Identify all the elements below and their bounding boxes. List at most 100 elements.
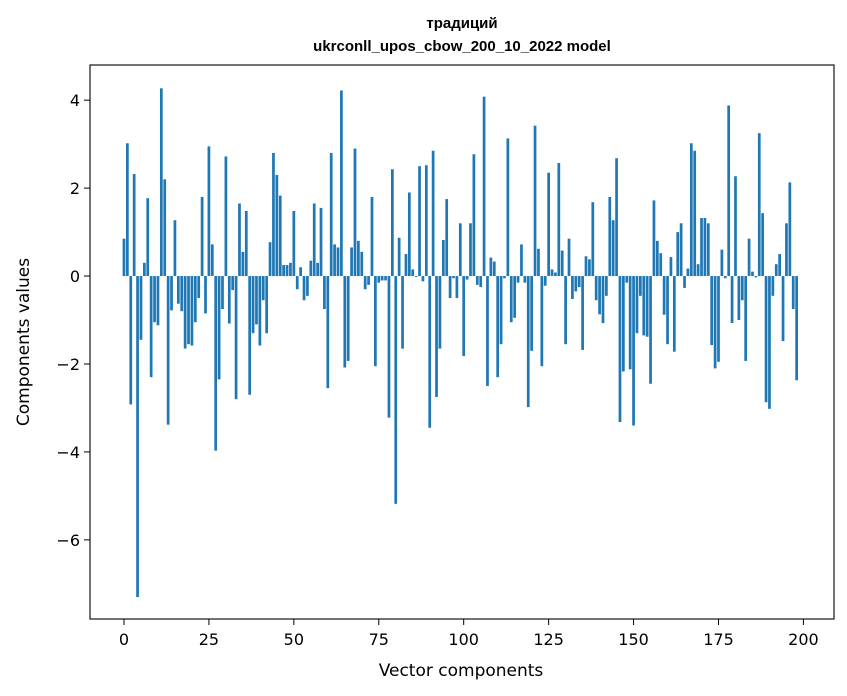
bar-50	[292, 210, 296, 277]
bar-99	[458, 223, 462, 277]
bar-135	[581, 276, 584, 350]
bar-186	[754, 276, 758, 278]
bar-123	[540, 276, 544, 367]
bar-75	[377, 276, 381, 283]
bar-170	[700, 218, 703, 277]
bar-94	[441, 239, 445, 277]
x-tick-label: 150	[618, 630, 649, 649]
bar-194	[781, 276, 785, 342]
bar-179	[730, 276, 734, 324]
bar-12	[163, 179, 167, 277]
bar-6	[143, 262, 146, 277]
bar-183	[744, 276, 748, 361]
bar-47	[282, 265, 285, 277]
bar-100	[462, 276, 466, 357]
bar-48	[285, 265, 289, 277]
bar-59	[323, 276, 326, 310]
bar-101	[465, 276, 469, 280]
x-tick-label: 175	[703, 630, 734, 649]
bar-156	[652, 200, 656, 277]
bar-15	[173, 220, 177, 277]
bar-119	[526, 276, 530, 408]
bar-62	[333, 244, 336, 277]
bar-72	[367, 276, 370, 285]
bar-14	[170, 276, 173, 311]
bar-167	[689, 143, 693, 277]
bar-112	[503, 276, 506, 279]
bar-1	[126, 143, 129, 277]
bar-133	[574, 276, 578, 292]
bar-71	[363, 276, 367, 290]
bar-43	[268, 242, 272, 277]
bar-36	[244, 210, 248, 277]
x-tick-label: 0	[119, 630, 129, 649]
bar-19	[187, 276, 190, 345]
bar-57	[316, 262, 319, 277]
bar-37	[248, 276, 252, 395]
bar-82	[401, 276, 404, 349]
bar-3	[132, 174, 136, 277]
bar-143	[608, 196, 612, 277]
bar-113	[506, 138, 510, 277]
bar-8	[149, 276, 153, 378]
bar-16	[176, 276, 180, 304]
bar-164	[679, 223, 683, 277]
bar-155	[649, 276, 652, 384]
bar-106	[482, 96, 486, 277]
bar-134	[577, 276, 581, 288]
bar-124	[543, 276, 547, 286]
bar-174	[713, 276, 717, 369]
bar-197	[791, 276, 795, 310]
y-tick-label: 4	[70, 91, 80, 110]
x-tick-label: 200	[788, 630, 819, 649]
bar-81	[397, 237, 401, 277]
bar-132	[571, 276, 574, 299]
bar-195	[785, 223, 788, 277]
bar-89	[424, 165, 428, 277]
bar-61	[329, 152, 333, 277]
bar-184	[747, 238, 751, 277]
x-tick-label: 25	[199, 630, 219, 649]
bar-11	[159, 88, 163, 277]
bar-144	[611, 220, 615, 277]
bar-181	[737, 276, 741, 321]
bar-41	[261, 276, 265, 301]
bar-165	[683, 276, 686, 288]
bar-107	[486, 276, 489, 386]
bar-77	[384, 276, 387, 281]
bar-147	[622, 276, 625, 372]
bar-18	[183, 276, 187, 349]
bar-27	[214, 276, 218, 451]
bar-172	[706, 223, 710, 277]
bar-157	[655, 240, 659, 277]
bar-58	[319, 207, 323, 277]
bar-4	[136, 276, 139, 598]
bar-96	[448, 276, 452, 299]
bar-28	[217, 276, 221, 380]
bar-10	[156, 276, 160, 326]
bar-153	[642, 276, 646, 336]
bar-74	[374, 276, 377, 367]
bar-33	[234, 276, 238, 400]
bar-122	[537, 248, 540, 277]
bar-138	[591, 202, 595, 277]
bar-171	[703, 218, 707, 277]
bar-145	[615, 158, 618, 277]
chart-title: традиций	[426, 15, 497, 32]
bar-117	[520, 244, 523, 277]
bar-38	[251, 276, 255, 334]
bar-67	[350, 247, 353, 277]
bar-109	[492, 261, 496, 277]
bar-129	[560, 250, 564, 277]
bar-88	[421, 276, 425, 282]
y-tick-label: −2	[56, 355, 80, 374]
bar-185	[751, 271, 754, 277]
x-axis-label: Vector components	[379, 661, 544, 681]
bar-162	[672, 276, 676, 352]
bars-group	[122, 88, 798, 598]
bar-54	[306, 276, 309, 296]
y-tick-label: 0	[70, 267, 80, 286]
bar-2	[129, 276, 133, 405]
bar-180	[734, 176, 737, 277]
